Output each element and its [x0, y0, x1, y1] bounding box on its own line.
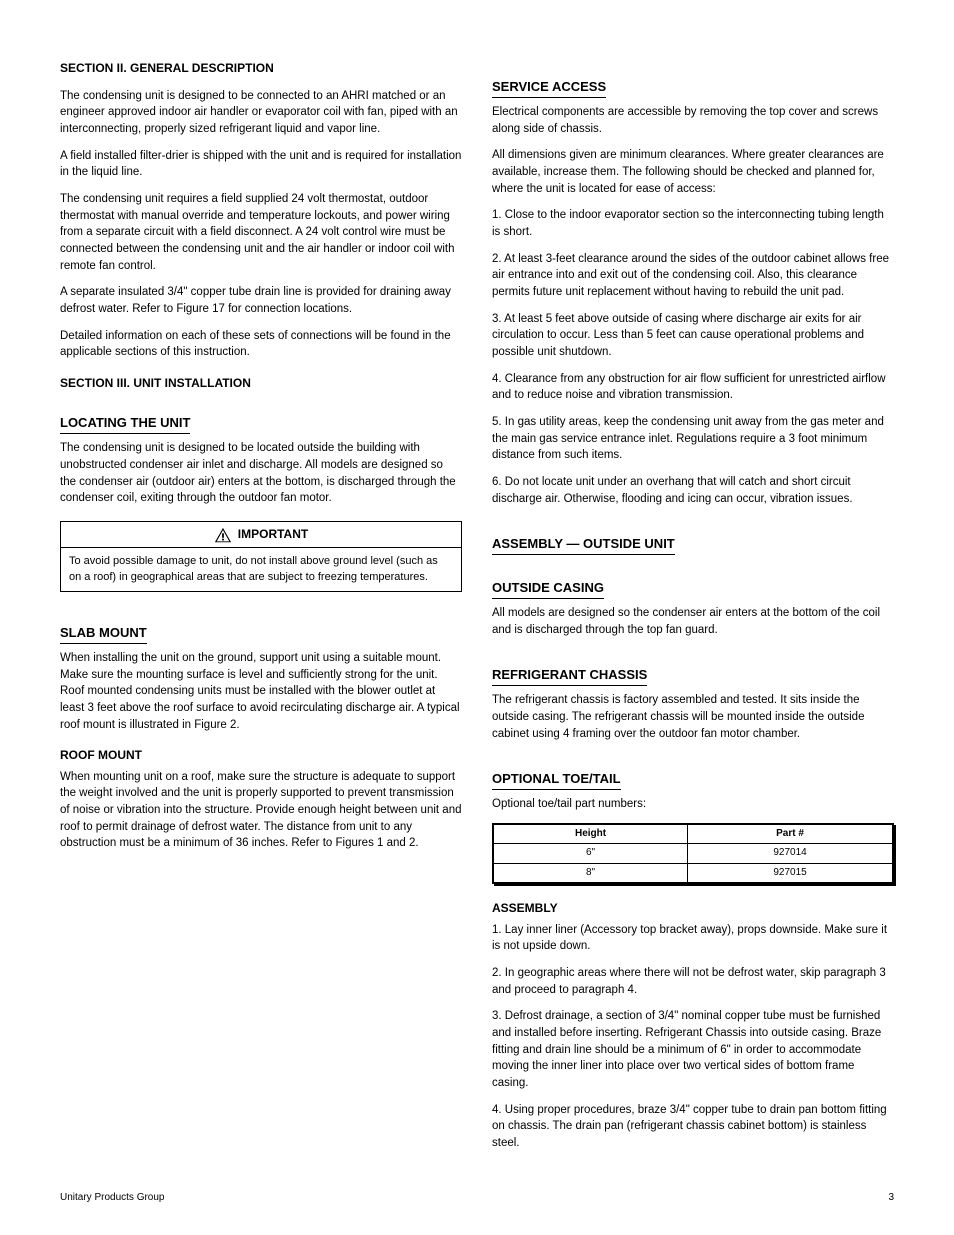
intro-para-5: Detailed information on each of these se… — [60, 328, 462, 361]
section3-title: SECTION III. UNIT INSTALLATION — [60, 375, 462, 392]
parts-heading: OPTIONAL TOE/TAIL — [492, 770, 621, 790]
intro-para-2: A field installed filter-drier is shippe… — [60, 148, 462, 181]
footer-left: Unitary Products Group — [60, 1191, 165, 1206]
slab-heading: SLAB MOUNT — [60, 624, 147, 644]
table-cell: 8" — [493, 863, 688, 883]
assembly-step-3: 3. Defrost drainage, a section of 3/4" n… — [492, 1008, 894, 1091]
assembly-heading: ASSEMBLY — OUTSIDE UNIT — [492, 535, 675, 555]
location-heading: LOCATING THE UNIT — [60, 414, 190, 434]
service-item-6: 6. Do not locate unit under an overhang … — [492, 474, 894, 507]
service-item-2: 2. At least 3-feet clearance around the … — [492, 251, 894, 301]
chassis-text: The refrigerant chassis is factory assem… — [492, 692, 894, 742]
service-item-4: 4. Clearance from any obstruction for ai… — [492, 371, 894, 404]
table-cell: 927015 — [688, 863, 893, 883]
important-header: IMPORTANT — [61, 522, 461, 548]
casing-text: All models are designed so the condenser… — [492, 605, 894, 638]
service-item-3: 3. At least 5 feet above outside of casi… — [492, 311, 894, 361]
parts-table: Height Part # 6" 927014 8" 927015 — [492, 823, 894, 885]
parts-intro: Optional toe/tail part numbers: — [492, 796, 894, 813]
left-column: SECTION II. GENERAL DESCRIPTION The cond… — [60, 60, 462, 1162]
footer-right: 3 — [888, 1191, 894, 1206]
assembly-step-4: 4. Using proper procedures, braze 3/4" c… — [492, 1102, 894, 1152]
table-cell: 6" — [493, 844, 688, 864]
location-text: The condensing unit is designed to be lo… — [60, 440, 462, 507]
assembly-step-1: 1. Lay inner liner (Accessory top bracke… — [492, 922, 894, 955]
table-cell: 927014 — [688, 844, 893, 864]
casing-heading: OUTSIDE CASING — [492, 579, 604, 599]
service-heading: SERVICE ACCESS — [492, 78, 606, 98]
table-header-row: Height Part # — [493, 824, 893, 844]
table-row: 8" 927015 — [493, 863, 893, 883]
important-box: IMPORTANT To avoid possible damage to un… — [60, 521, 462, 592]
right-column: SERVICE ACCESS Electrical components are… — [492, 60, 894, 1162]
slab-text: When installing the unit on the ground, … — [60, 650, 462, 733]
roof-heading: ROOF MOUNT — [60, 747, 462, 764]
chassis-heading: REFRIGERANT CHASSIS — [492, 666, 647, 686]
table-row: 6" 927014 — [493, 844, 893, 864]
service-item-1: 1. Close to the indoor evaporator sectio… — [492, 207, 894, 240]
intro-para-1: The condensing unit is designed to be co… — [60, 88, 462, 138]
assembly2-heading: ASSEMBLY — [492, 900, 894, 917]
intro-para-3: The condensing unit requires a field sup… — [60, 191, 462, 274]
table-header-height: Height — [493, 824, 688, 844]
important-label: IMPORTANT — [238, 526, 308, 543]
roof-text: When mounting unit on a roof, make sure … — [60, 769, 462, 852]
service-para-2: All dimensions given are minimum clearan… — [492, 147, 894, 197]
service-item-5: 5. In gas utility areas, keep the conden… — [492, 414, 894, 464]
page-footer: Unitary Products Group 3 — [60, 1191, 894, 1206]
warning-icon — [214, 527, 232, 543]
table-header-part: Part # — [688, 824, 893, 844]
service-para-1: Electrical components are accessible by … — [492, 104, 894, 137]
important-body: To avoid possible damage to unit, do not… — [61, 548, 461, 591]
intro-heading: SECTION II. GENERAL DESCRIPTION — [60, 61, 274, 75]
assembly-step-2: 2. In geographic areas where there will … — [492, 965, 894, 998]
intro-para-4: A separate insulated 3/4" copper tube dr… — [60, 284, 462, 317]
intro-heading-context: SECTION II. GENERAL DESCRIPTION — [60, 60, 462, 78]
